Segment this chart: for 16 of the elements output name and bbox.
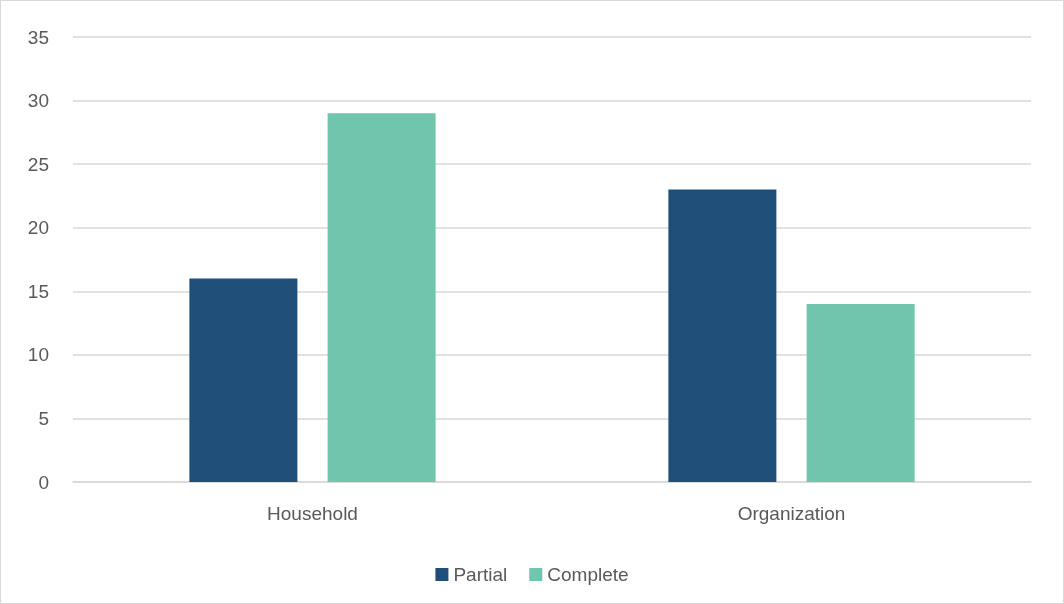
bar bbox=[327, 113, 436, 482]
x-tick-label: Organization bbox=[737, 503, 846, 524]
legend-label: Partial bbox=[453, 564, 508, 585]
y-tick-label: 20 bbox=[27, 217, 49, 239]
legend-label: Complete bbox=[547, 564, 629, 585]
bar bbox=[189, 278, 298, 482]
y-tick-label: 30 bbox=[27, 90, 49, 112]
y-tick-label: 0 bbox=[38, 471, 49, 493]
bar bbox=[668, 189, 777, 482]
x-tick-label: Household bbox=[267, 503, 358, 524]
y-tick-label: 25 bbox=[27, 153, 49, 175]
y-tick-label: 35 bbox=[27, 26, 49, 48]
y-tick-label: 5 bbox=[38, 407, 49, 429]
bar bbox=[806, 304, 915, 482]
y-tick-label: 15 bbox=[27, 280, 49, 302]
y-tick-label: 10 bbox=[27, 344, 49, 366]
